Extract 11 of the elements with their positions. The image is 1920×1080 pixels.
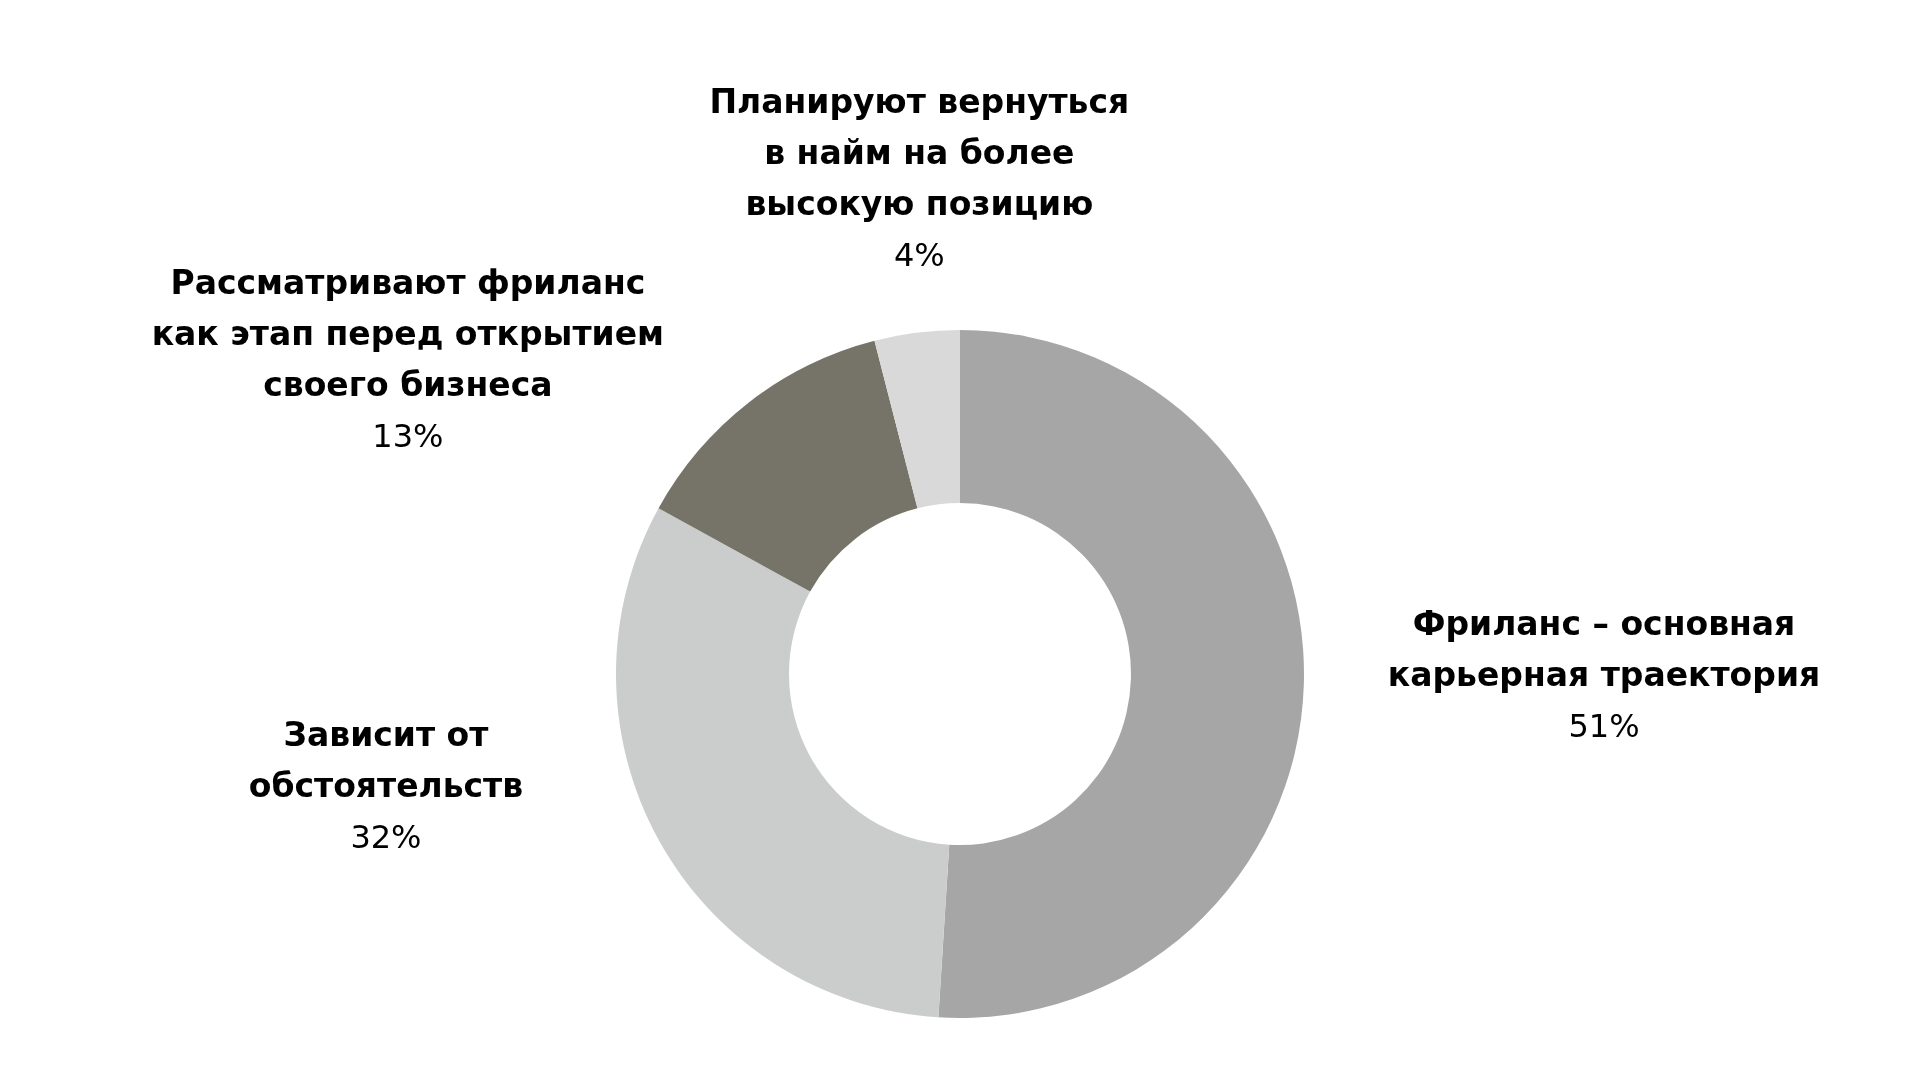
slice-label: Фриланс – основная карьерная траектория: [1387, 604, 1821, 695]
slice-label: Рассматривают фриланс как этап перед открытием своего бизнеса: [151, 262, 665, 404]
donut-slice: [938, 330, 1304, 1018]
data-label: 32%: [350, 817, 422, 856]
data-label: 4%: [893, 236, 945, 275]
slice-label: Зависит от обстоятельств: [248, 714, 524, 805]
donut-slice: [616, 508, 950, 1018]
donut-slice: [874, 330, 960, 509]
data-label: 13%: [372, 416, 444, 455]
data-label: 51%: [1568, 707, 1640, 746]
slice-label: Планируют вернуться в найм на более высокую позицию: [709, 82, 1130, 224]
